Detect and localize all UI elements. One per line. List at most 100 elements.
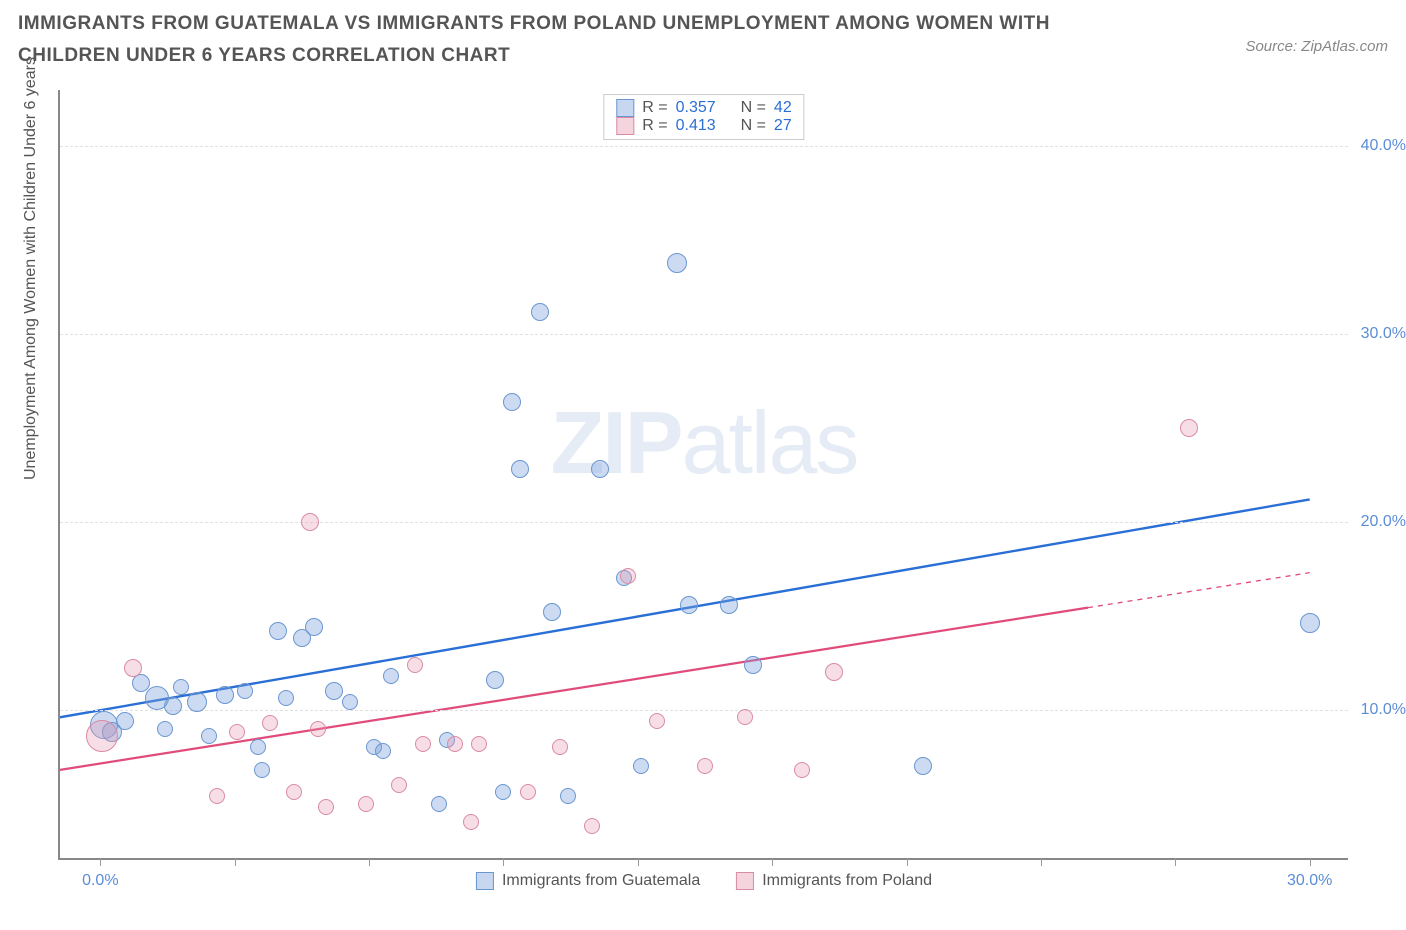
data-point-guatemala — [116, 712, 134, 730]
y-axis-label: Unemployment Among Women with Children U… — [22, 57, 40, 480]
data-point-guatemala — [216, 686, 234, 704]
data-point-poland — [229, 724, 245, 740]
y-tick-label: 20.0% — [1356, 513, 1406, 531]
plot-area: ZIPatlas R =0.357 N =42R =0.413 N =27 Im… — [58, 90, 1348, 860]
gridline — [60, 334, 1348, 335]
y-tick-label: 10.0% — [1356, 701, 1406, 719]
data-point-guatemala — [744, 656, 762, 674]
data-point-guatemala — [667, 253, 687, 273]
data-point-poland — [447, 736, 463, 752]
data-point-poland — [310, 721, 326, 737]
legend-swatch — [736, 872, 754, 890]
legend-item: Immigrants from Poland — [736, 872, 932, 890]
data-point-poland — [286, 784, 302, 800]
data-point-guatemala — [250, 739, 266, 755]
x-tick — [369, 858, 370, 866]
x-tick — [638, 858, 639, 866]
data-point-guatemala — [486, 671, 504, 689]
x-tick — [235, 858, 236, 866]
data-point-guatemala — [495, 784, 511, 800]
data-point-guatemala — [342, 694, 358, 710]
data-point-poland — [209, 788, 225, 804]
stat-r-value: 0.357 — [676, 99, 716, 117]
data-point-poland — [825, 663, 843, 681]
data-point-guatemala — [269, 622, 287, 640]
x-tick — [1041, 858, 1042, 866]
data-point-poland — [471, 736, 487, 752]
data-point-poland — [463, 814, 479, 830]
watermark: ZIPatlas — [551, 392, 858, 494]
data-point-poland — [407, 657, 423, 673]
data-point-poland — [737, 709, 753, 725]
data-point-poland — [794, 762, 810, 778]
x-tick — [772, 858, 773, 866]
data-point-poland — [262, 715, 278, 731]
data-point-guatemala — [431, 796, 447, 812]
x-tick — [503, 858, 504, 866]
stats-legend-row: R = 0.413 N = 27 — [616, 117, 791, 135]
legend-label: Immigrants from Poland — [762, 872, 932, 890]
x-tick — [1310, 858, 1311, 866]
gridline — [60, 146, 1348, 147]
x-tick-label: 0.0% — [82, 872, 118, 890]
stat-n-label: N = — [741, 117, 766, 135]
data-point-poland — [1180, 419, 1198, 437]
stats-legend: R = 0.357 N = 42 R = 0.413 N = 27 — [603, 94, 804, 140]
data-point-guatemala — [680, 596, 698, 614]
data-point-guatemala — [914, 757, 932, 775]
data-point-guatemala — [305, 618, 323, 636]
data-point-guatemala — [531, 303, 549, 321]
legend-swatch — [616, 99, 634, 117]
data-point-poland — [584, 818, 600, 834]
legend-swatch — [476, 872, 494, 890]
data-point-guatemala — [254, 762, 270, 778]
stat-r-label: R = — [642, 117, 667, 135]
stat-n-value: 27 — [774, 117, 792, 135]
data-point-poland — [520, 784, 536, 800]
data-point-guatemala — [164, 697, 182, 715]
data-point-poland — [649, 713, 665, 729]
bottom-legend: Immigrants from Guatemala Immigrants from… — [476, 872, 932, 890]
data-point-poland — [552, 739, 568, 755]
data-point-guatemala — [720, 596, 738, 614]
chart-title: IMMIGRANTS FROM GUATEMALA VS IMMIGRANTS … — [18, 8, 1118, 73]
data-point-poland — [318, 799, 334, 815]
data-point-guatemala — [543, 603, 561, 621]
data-point-guatemala — [591, 460, 609, 478]
stat-r-value: 0.413 — [676, 117, 716, 135]
data-point-poland — [301, 513, 319, 531]
stat-r-label: R = — [642, 99, 667, 117]
stat-n-value: 42 — [774, 99, 792, 117]
y-tick-label: 40.0% — [1356, 137, 1406, 155]
x-tick-label: 30.0% — [1287, 872, 1332, 890]
x-tick — [907, 858, 908, 866]
data-point-poland — [124, 659, 142, 677]
data-point-guatemala — [1300, 613, 1320, 633]
data-point-guatemala — [201, 728, 217, 744]
stat-n-label: N = — [741, 99, 766, 117]
legend-item: Immigrants from Guatemala — [476, 872, 700, 890]
data-point-guatemala — [237, 683, 253, 699]
data-point-guatemala — [511, 460, 529, 478]
gridline — [60, 522, 1348, 523]
data-point-guatemala — [173, 679, 189, 695]
data-point-guatemala — [560, 788, 576, 804]
data-point-guatemala — [633, 758, 649, 774]
data-point-guatemala — [278, 690, 294, 706]
data-point-poland — [391, 777, 407, 793]
data-point-poland — [415, 736, 431, 752]
data-point-guatemala — [325, 682, 343, 700]
data-point-guatemala — [187, 692, 207, 712]
data-point-poland — [86, 720, 118, 752]
source-label: Source: ZipAtlas.com — [1245, 38, 1388, 55]
data-point-poland — [620, 568, 636, 584]
stats-legend-row: R = 0.357 N = 42 — [616, 99, 791, 117]
legend-swatch — [616, 117, 634, 135]
gridline — [60, 710, 1348, 711]
x-tick — [100, 858, 101, 866]
data-point-guatemala — [503, 393, 521, 411]
data-point-guatemala — [383, 668, 399, 684]
data-point-guatemala — [157, 721, 173, 737]
data-point-poland — [697, 758, 713, 774]
x-tick — [1175, 858, 1176, 866]
